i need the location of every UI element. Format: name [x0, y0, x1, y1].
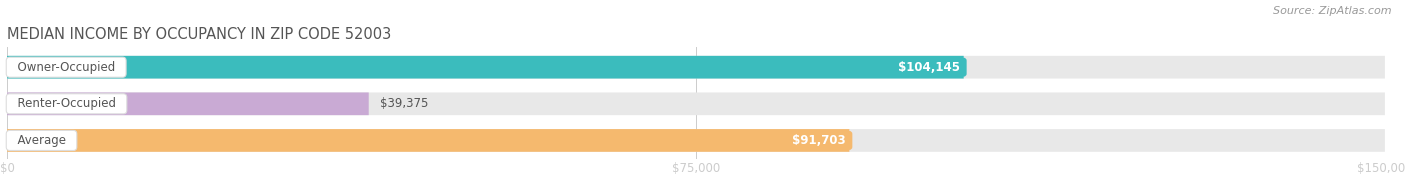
- Text: Renter-Occupied: Renter-Occupied: [10, 97, 124, 110]
- Text: $39,375: $39,375: [380, 97, 427, 110]
- Text: $104,145: $104,145: [894, 61, 963, 74]
- FancyBboxPatch shape: [7, 93, 1385, 115]
- Text: $91,703: $91,703: [787, 134, 849, 147]
- FancyBboxPatch shape: [7, 129, 1385, 152]
- Text: Average: Average: [10, 134, 73, 147]
- Text: Source: ZipAtlas.com: Source: ZipAtlas.com: [1274, 6, 1392, 16]
- Text: MEDIAN INCOME BY OCCUPANCY IN ZIP CODE 52003: MEDIAN INCOME BY OCCUPANCY IN ZIP CODE 5…: [7, 27, 391, 42]
- FancyBboxPatch shape: [7, 129, 849, 152]
- FancyBboxPatch shape: [7, 56, 963, 79]
- FancyBboxPatch shape: [7, 56, 1385, 79]
- FancyBboxPatch shape: [7, 93, 368, 115]
- Text: Owner-Occupied: Owner-Occupied: [10, 61, 122, 74]
